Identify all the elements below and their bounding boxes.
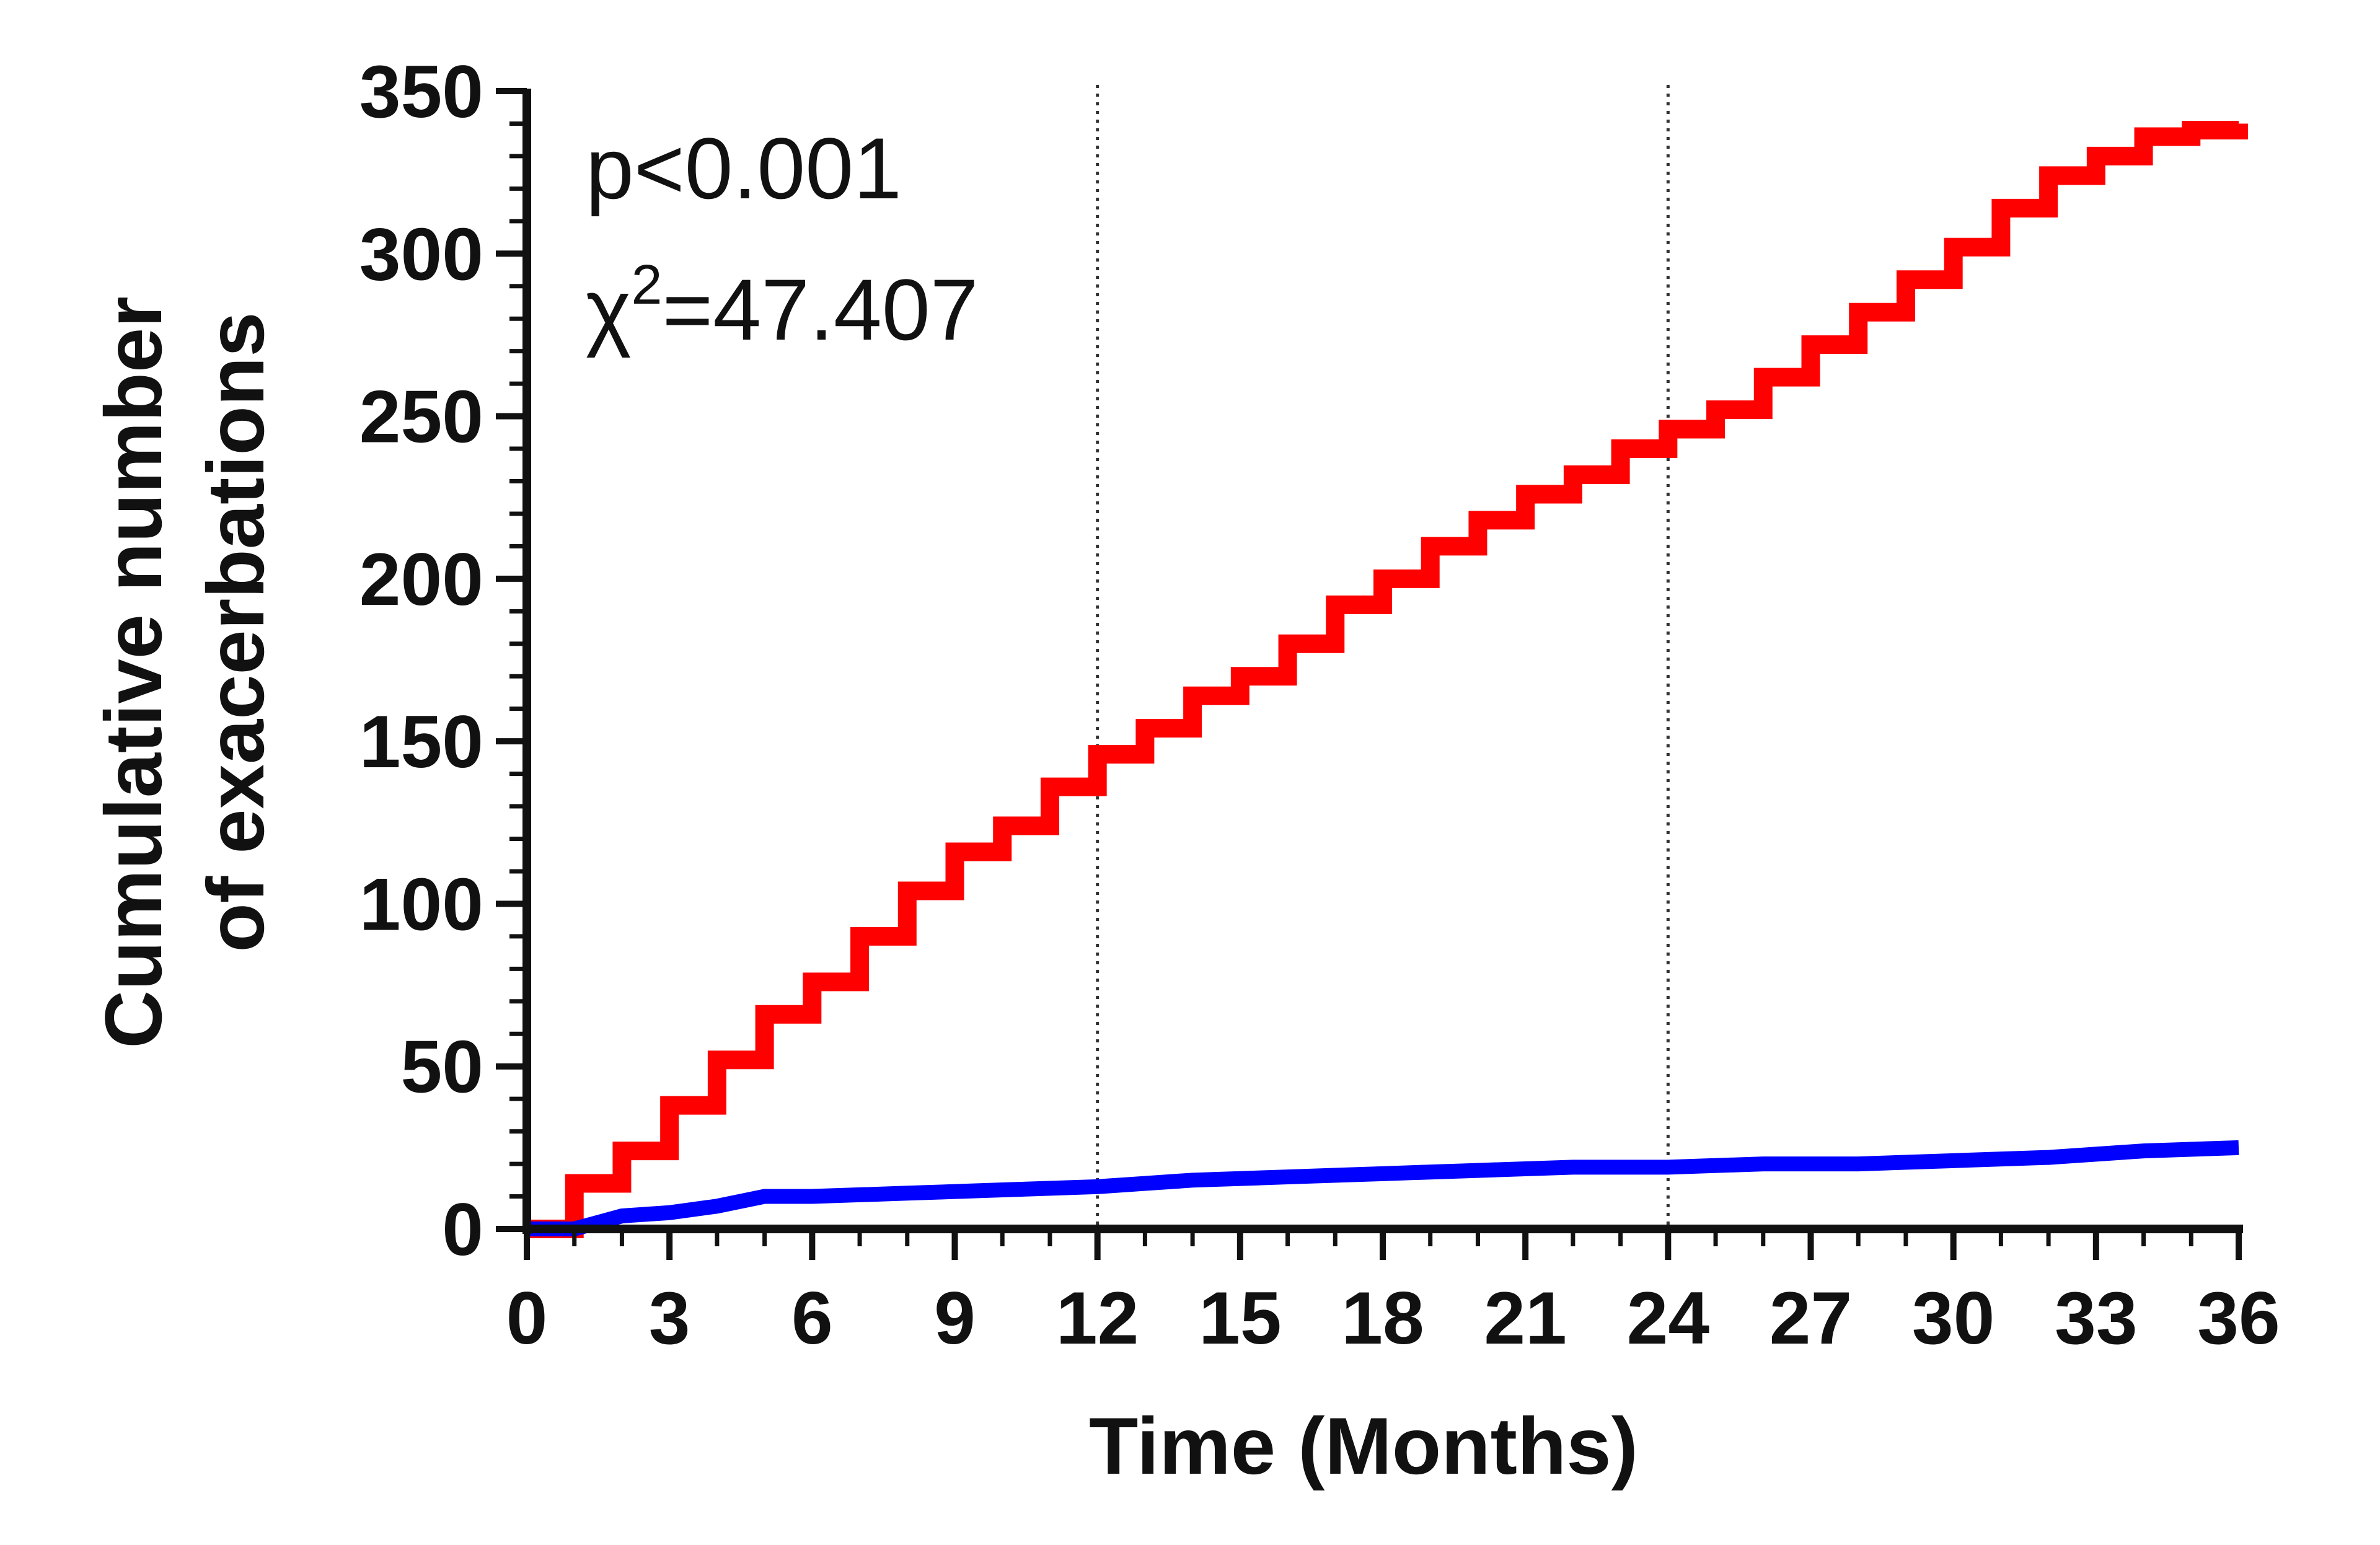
x-tick-label: 18 (1341, 1277, 1424, 1360)
x-tick-label: 33 (2055, 1277, 2137, 1360)
tick-marks (496, 88, 2242, 1260)
y-tick-label: 300 (359, 213, 483, 296)
x-tick-label: 6 (791, 1277, 833, 1360)
y-tick-label: 200 (359, 538, 483, 621)
chi-value: =47.407 (663, 261, 979, 358)
y-tick-label: 50 (401, 1026, 483, 1109)
y-axis-title-line1: Cumulative number (88, 296, 178, 1049)
x-tick-label: 9 (934, 1277, 976, 1360)
chi-exponent: 2 (632, 254, 663, 316)
y-tick-label: 250 (359, 376, 483, 459)
y-tick-label: 150 (359, 700, 483, 783)
x-tick-label: 24 (1627, 1277, 1710, 1360)
series-layer (527, 120, 2248, 1238)
y-tick-label: 100 (359, 863, 483, 946)
series-line-0 (527, 120, 2248, 1238)
x-tick-label: 36 (2197, 1277, 2280, 1360)
y-tick-label: 350 (359, 50, 483, 133)
chi-symbol: χ (586, 261, 632, 358)
y-axis-title-line2: of exacerbations (190, 312, 281, 952)
p-value-annotation: p<0.001 (586, 120, 902, 217)
x-tick-label: 0 (506, 1277, 548, 1360)
chi-square-annotation: χ2=47.407 (586, 254, 979, 358)
x-tick-label: 27 (1770, 1277, 1852, 1360)
x-tick-label: 30 (1912, 1277, 1994, 1360)
series-line-1 (527, 1140, 2239, 1236)
x-tick-label: 21 (1484, 1277, 1566, 1360)
x-tick-label: 15 (1199, 1277, 1281, 1360)
reference-lines (1096, 85, 1670, 1229)
y-tick-label: 0 (442, 1188, 483, 1271)
x-axis-title: Time (Months) (1089, 1401, 1638, 1491)
x-tick-label: 3 (649, 1277, 690, 1360)
x-tick-label: 12 (1056, 1277, 1139, 1360)
